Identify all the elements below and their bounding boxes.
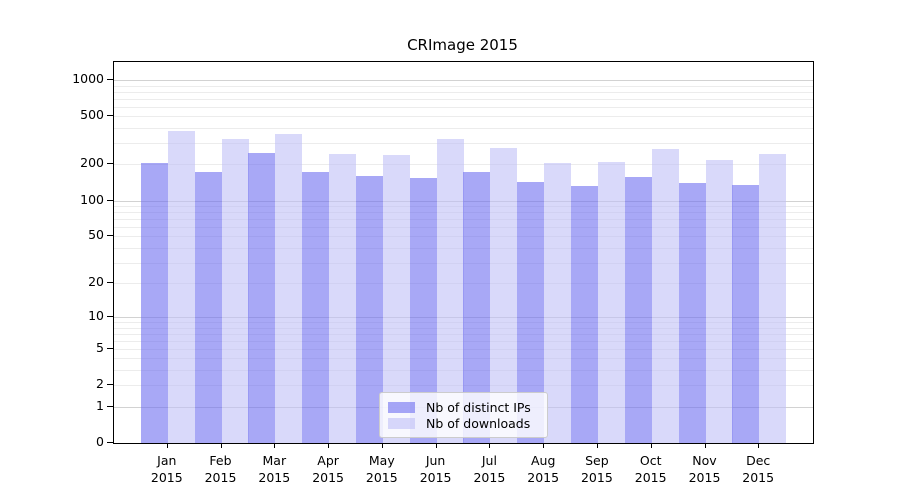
- y-tick-label-100: 100: [80, 191, 104, 207]
- x-tick-label-oct: Oct 2015: [634, 453, 667, 485]
- x-tick-jun: [435, 443, 437, 448]
- bar-mar-downloads: [275, 134, 303, 443]
- bar-oct-distinct-ips: [624, 177, 652, 443]
- bar-aug-downloads: [544, 163, 572, 443]
- y-tick-100: [107, 199, 113, 201]
- y-tick-500: [107, 115, 113, 117]
- x-tick-dec: [758, 443, 760, 448]
- x-tick-label-jul: Jul 2015: [473, 453, 506, 485]
- bar-nov-downloads: [705, 160, 733, 443]
- legend: Nb of distinct IPs Nb of downloads: [379, 392, 548, 438]
- gridline-800: [114, 91, 813, 93]
- y-tick-label-200: 200: [80, 155, 104, 171]
- bar-jan-downloads: [167, 131, 195, 443]
- y-tick-label-10: 10: [88, 308, 104, 323]
- bar-dec-downloads: [759, 153, 787, 443]
- x-tick-label-nov: Nov 2015: [688, 453, 721, 485]
- legend-item-distinct-ips: Nb of distinct IPs: [388, 400, 539, 415]
- x-tick-mar: [274, 443, 276, 448]
- x-tick-jan: [166, 443, 168, 448]
- bar-dec-distinct-ips: [732, 184, 760, 443]
- y-tick-label-5: 5: [96, 339, 104, 355]
- y-tick-label-20: 20: [88, 274, 104, 289]
- x-tick-feb: [220, 443, 222, 448]
- y-tick-2: [107, 384, 113, 386]
- y-tick-5: [107, 347, 113, 349]
- bar-feb-distinct-ips: [194, 171, 222, 443]
- x-tick-may: [381, 443, 383, 448]
- legend-label-downloads: Nb of downloads: [426, 416, 531, 431]
- x-tick-label-may: May 2015: [365, 453, 398, 485]
- bar-sep-distinct-ips: [570, 185, 598, 443]
- legend-item-downloads: Nb of downloads: [388, 416, 539, 431]
- bar-jan-distinct-ips: [140, 163, 168, 443]
- gridline-1000: [114, 80, 813, 81]
- gridline-500: [114, 116, 813, 118]
- bar-oct-downloads: [651, 148, 679, 443]
- bar-may-distinct-ips: [355, 175, 383, 443]
- bar-apr-downloads: [329, 153, 357, 443]
- bar-feb-downloads: [221, 138, 249, 443]
- bar-nov-distinct-ips: [678, 183, 706, 443]
- x-tick-label-mar: Mar 2015: [258, 453, 291, 485]
- x-tick-label-apr: Apr 2015: [312, 453, 344, 485]
- y-tick-1: [107, 405, 113, 407]
- x-tick-label-aug: Aug 2015: [527, 453, 560, 485]
- y-tick-label-500: 500: [80, 107, 104, 123]
- y-tick-label-1: 1: [96, 397, 104, 413]
- x-tick-label-jun: Jun 2015: [419, 453, 452, 485]
- x-tick-jul: [489, 443, 491, 448]
- y-tick-50: [107, 235, 113, 237]
- bar-sep-downloads: [597, 162, 625, 443]
- bar-mar-distinct-ips: [248, 152, 276, 443]
- x-tick-nov: [704, 443, 706, 448]
- y-tick-200: [107, 163, 113, 165]
- x-tick-label-sep: Sep 2015: [580, 453, 613, 485]
- x-tick-label-feb: Feb 2015: [204, 453, 237, 485]
- plot-area: Nb of distinct IPs Nb of downloads: [113, 61, 814, 444]
- y-tick-1000: [107, 79, 113, 80]
- legend-swatch-distinct-ips: [388, 402, 415, 413]
- x-tick-label-jan: Jan 2015: [150, 453, 183, 485]
- x-tick-sep: [596, 443, 598, 448]
- x-tick-label-dec: Dec 2015: [742, 453, 775, 485]
- y-tick-label-50: 50: [88, 227, 104, 243]
- bar-apr-distinct-ips: [302, 172, 330, 443]
- x-tick-apr: [328, 443, 330, 448]
- legend-label-distinct-ips: Nb of distinct IPs: [426, 400, 531, 415]
- gridline-400: [114, 128, 813, 130]
- legend-swatch-downloads: [388, 418, 415, 429]
- x-tick-oct: [650, 443, 652, 448]
- y-tick-20: [107, 282, 113, 283]
- y-tick-label-2: 2: [96, 376, 104, 392]
- y-tick-0: [107, 442, 113, 443]
- x-tick-aug: [543, 443, 545, 448]
- chart-title: CRImage 2015: [407, 36, 518, 54]
- gridline-600: [114, 106, 813, 108]
- y-tick-label-0: 0: [96, 434, 104, 449]
- y-tick-label-1000: 1000: [72, 71, 104, 86]
- gridline-700: [114, 98, 813, 100]
- y-tick-10: [107, 316, 113, 317]
- gridline-900: [114, 85, 813, 87]
